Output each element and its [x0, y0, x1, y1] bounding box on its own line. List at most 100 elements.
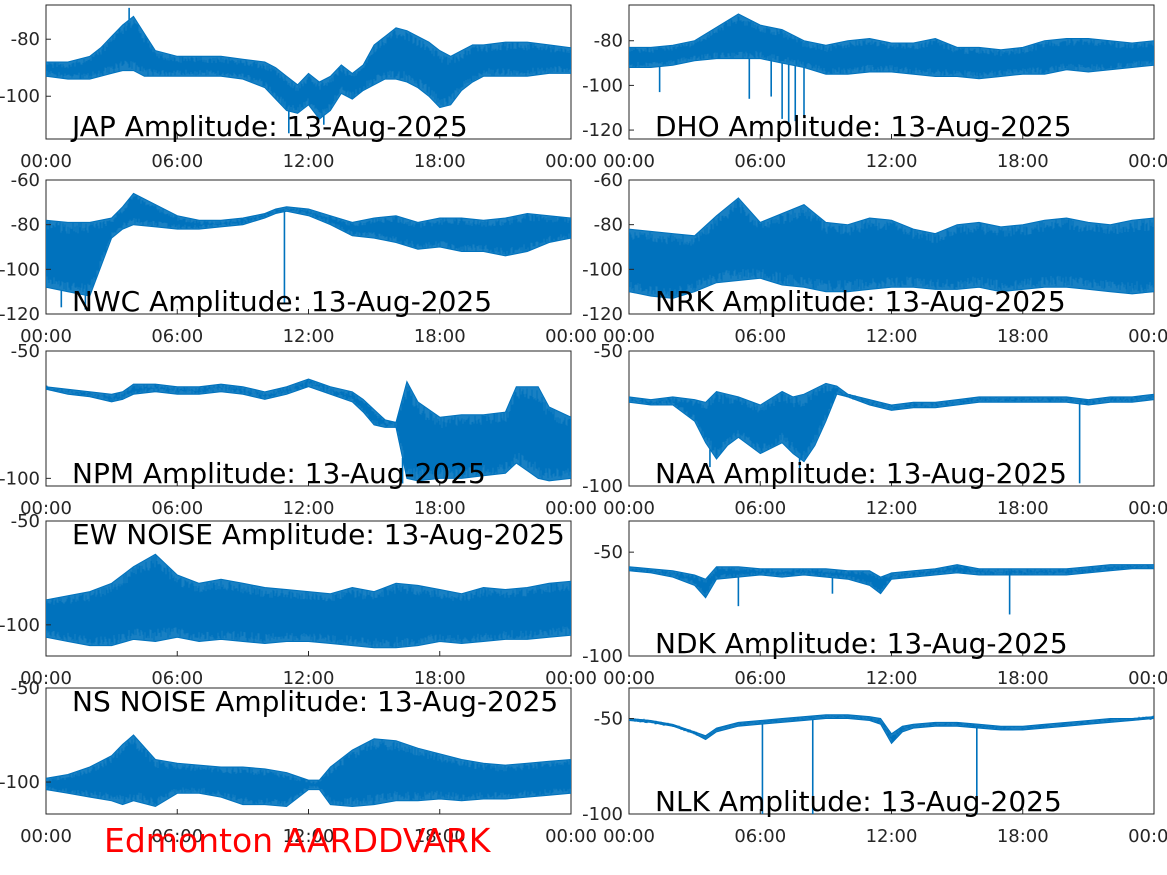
- series-trace: [629, 13, 1154, 124]
- x-tick-label: 00:00: [1128, 326, 1167, 347]
- series-trace: [46, 378, 571, 484]
- panel-8: 00:00 06:00 12:00 18:00 00:00 -50 -100 NDK Ampl…: [582, 520, 1167, 689]
- panel-title: NDK Amplitude: 13-Aug-2025: [655, 627, 1068, 660]
- y-tick-label: -50: [594, 542, 623, 563]
- y-tick-label: -100: [582, 75, 623, 96]
- x-tick-label: 00:00: [1128, 151, 1167, 172]
- series-noise: [629, 16, 1154, 79]
- x-tick-label: 12:00: [283, 668, 335, 689]
- y-tick-label: -60: [594, 170, 623, 191]
- x-tick-label: 00:00: [545, 668, 597, 689]
- x-tick-label: 00:00: [20, 326, 72, 347]
- series-trace: [46, 553, 571, 649]
- series-noise: [46, 380, 571, 481]
- series-trace: [629, 564, 1154, 615]
- x-tick-label: 12:00: [866, 498, 918, 519]
- x-tick-label: 18:00: [997, 326, 1049, 347]
- panel-title: NS NOISE Amplitude: 13-Aug-2025: [72, 685, 558, 718]
- series-noise: [46, 555, 571, 648]
- footer-label: Edmonton AARDDVARK: [104, 821, 491, 860]
- series-trace: [46, 192, 571, 310]
- x-tick-label: 06:00: [151, 151, 203, 172]
- panel-7: 00:00 06:00 12:00 18:00 00:00 -50 -100 EW NOISE…: [0, 511, 597, 689]
- x-tick-label: 00:00: [545, 151, 597, 172]
- x-tick-label: 06:00: [734, 826, 786, 847]
- x-tick-label: 06:00: [734, 151, 786, 172]
- y-tick-label: -60: [11, 170, 40, 191]
- y-tick-label: -120: [0, 304, 40, 325]
- x-tick-label: 00:00: [20, 151, 72, 172]
- series-trace: [629, 382, 1154, 484]
- y-tick-label: -50: [11, 511, 40, 532]
- x-tick-label: 18:00: [997, 668, 1049, 689]
- y-tick-label: -80: [11, 29, 40, 50]
- y-tick-label: -80: [594, 215, 623, 236]
- x-tick-label: 00:00: [603, 668, 655, 689]
- panel-1: 00:00 06:00 12:00 18:00 00:00 -80 -100 JAP Ampl…: [0, 4, 597, 172]
- panel-4: 00:00 06:00 12:00 18:00 00:00 -60 -80 -100 -120 N…: [582, 170, 1167, 347]
- series-noise: [46, 738, 571, 806]
- x-tick-label: 12:00: [866, 326, 918, 347]
- panel-title: DHO Amplitude: 13-Aug-2025: [655, 110, 1072, 143]
- panel-title: EW NOISE Amplitude: 13-Aug-2025: [72, 518, 565, 551]
- series-trace: [46, 734, 571, 808]
- series-noise: [629, 715, 1154, 742]
- x-tick-label: 18:00: [414, 151, 466, 172]
- series-trace: [629, 714, 1154, 814]
- x-tick-label: 00:00: [603, 498, 655, 519]
- x-tick-label: 18:00: [997, 151, 1049, 172]
- y-tick-label: -100: [0, 772, 40, 793]
- y-tick-label: -120: [582, 304, 623, 325]
- x-tick-label: 06:00: [734, 498, 786, 519]
- panel-6: 00:00 06:00 12:00 18:00 00:00 -50 -100 NAA Ampl…: [582, 341, 1167, 519]
- series-trace: [46, 7, 571, 134]
- x-tick-label: 00:00: [1128, 826, 1167, 847]
- series-noise: [46, 195, 571, 296]
- panel-3: 00:00 06:00 12:00 18:00 00:00 -60 -80 -100 -120 N…: [0, 170, 597, 347]
- x-tick-label: 06:00: [151, 326, 203, 347]
- x-tick-label: 06:00: [734, 668, 786, 689]
- x-tick-label: 12:00: [283, 326, 335, 347]
- x-tick-label: 00:00: [545, 326, 597, 347]
- panel-9: 00:00 06:00 12:00 18:00 00:00 -50 -100 NS NOISE…: [0, 678, 597, 847]
- series-noise: [629, 564, 1154, 597]
- y-tick-label: -100: [0, 86, 40, 107]
- x-tick-label: 06:00: [151, 498, 203, 519]
- x-tick-label: 18:00: [997, 826, 1049, 847]
- y-tick-label: -120: [582, 120, 623, 141]
- panel-title: NWC Amplitude: 13-Aug-2025: [72, 285, 492, 318]
- y-tick-label: -100: [582, 646, 623, 667]
- y-tick-label: -100: [0, 615, 40, 636]
- y-tick-label: -100: [0, 468, 40, 489]
- x-tick-label: 12:00: [866, 668, 918, 689]
- x-tick-label: 00:00: [20, 826, 72, 847]
- x-tick-label: 18:00: [414, 326, 466, 347]
- y-tick-label: -80: [11, 215, 40, 236]
- x-tick-label: 00:00: [603, 151, 655, 172]
- x-tick-label: 00:00: [20, 498, 72, 519]
- x-tick-label: 06:00: [734, 326, 786, 347]
- x-tick-label: 18:00: [414, 498, 466, 519]
- series-noise: [629, 385, 1154, 460]
- panel-title: NPM Amplitude: 13-Aug-2025: [72, 457, 486, 490]
- panel-2: 00:00 06:00 12:00 18:00 00:00 -80 -100 -120 DHO …: [582, 4, 1167, 172]
- x-tick-label: 00:00: [20, 668, 72, 689]
- y-tick-label: -100: [582, 804, 623, 825]
- y-tick-label: -50: [594, 341, 623, 362]
- y-tick-label: -80: [594, 31, 623, 52]
- x-tick-label: 12:00: [866, 151, 918, 172]
- panel-title: NLK Amplitude: 13-Aug-2025: [655, 785, 1062, 818]
- x-tick-label: 18:00: [414, 826, 466, 847]
- x-tick-label: 12:00: [283, 151, 335, 172]
- series-trace: [629, 197, 1154, 299]
- x-tick-label: 06:00: [151, 826, 203, 847]
- x-tick-label: 00:00: [1128, 668, 1167, 689]
- series-noise: [46, 20, 571, 117]
- x-tick-label: 18:00: [997, 498, 1049, 519]
- x-tick-label: 00:00: [603, 826, 655, 847]
- y-tick-label: -100: [582, 259, 623, 280]
- x-tick-label: 06:00: [151, 668, 203, 689]
- y-tick-label: -100: [0, 259, 40, 280]
- axes-frame: [628, 687, 1155, 815]
